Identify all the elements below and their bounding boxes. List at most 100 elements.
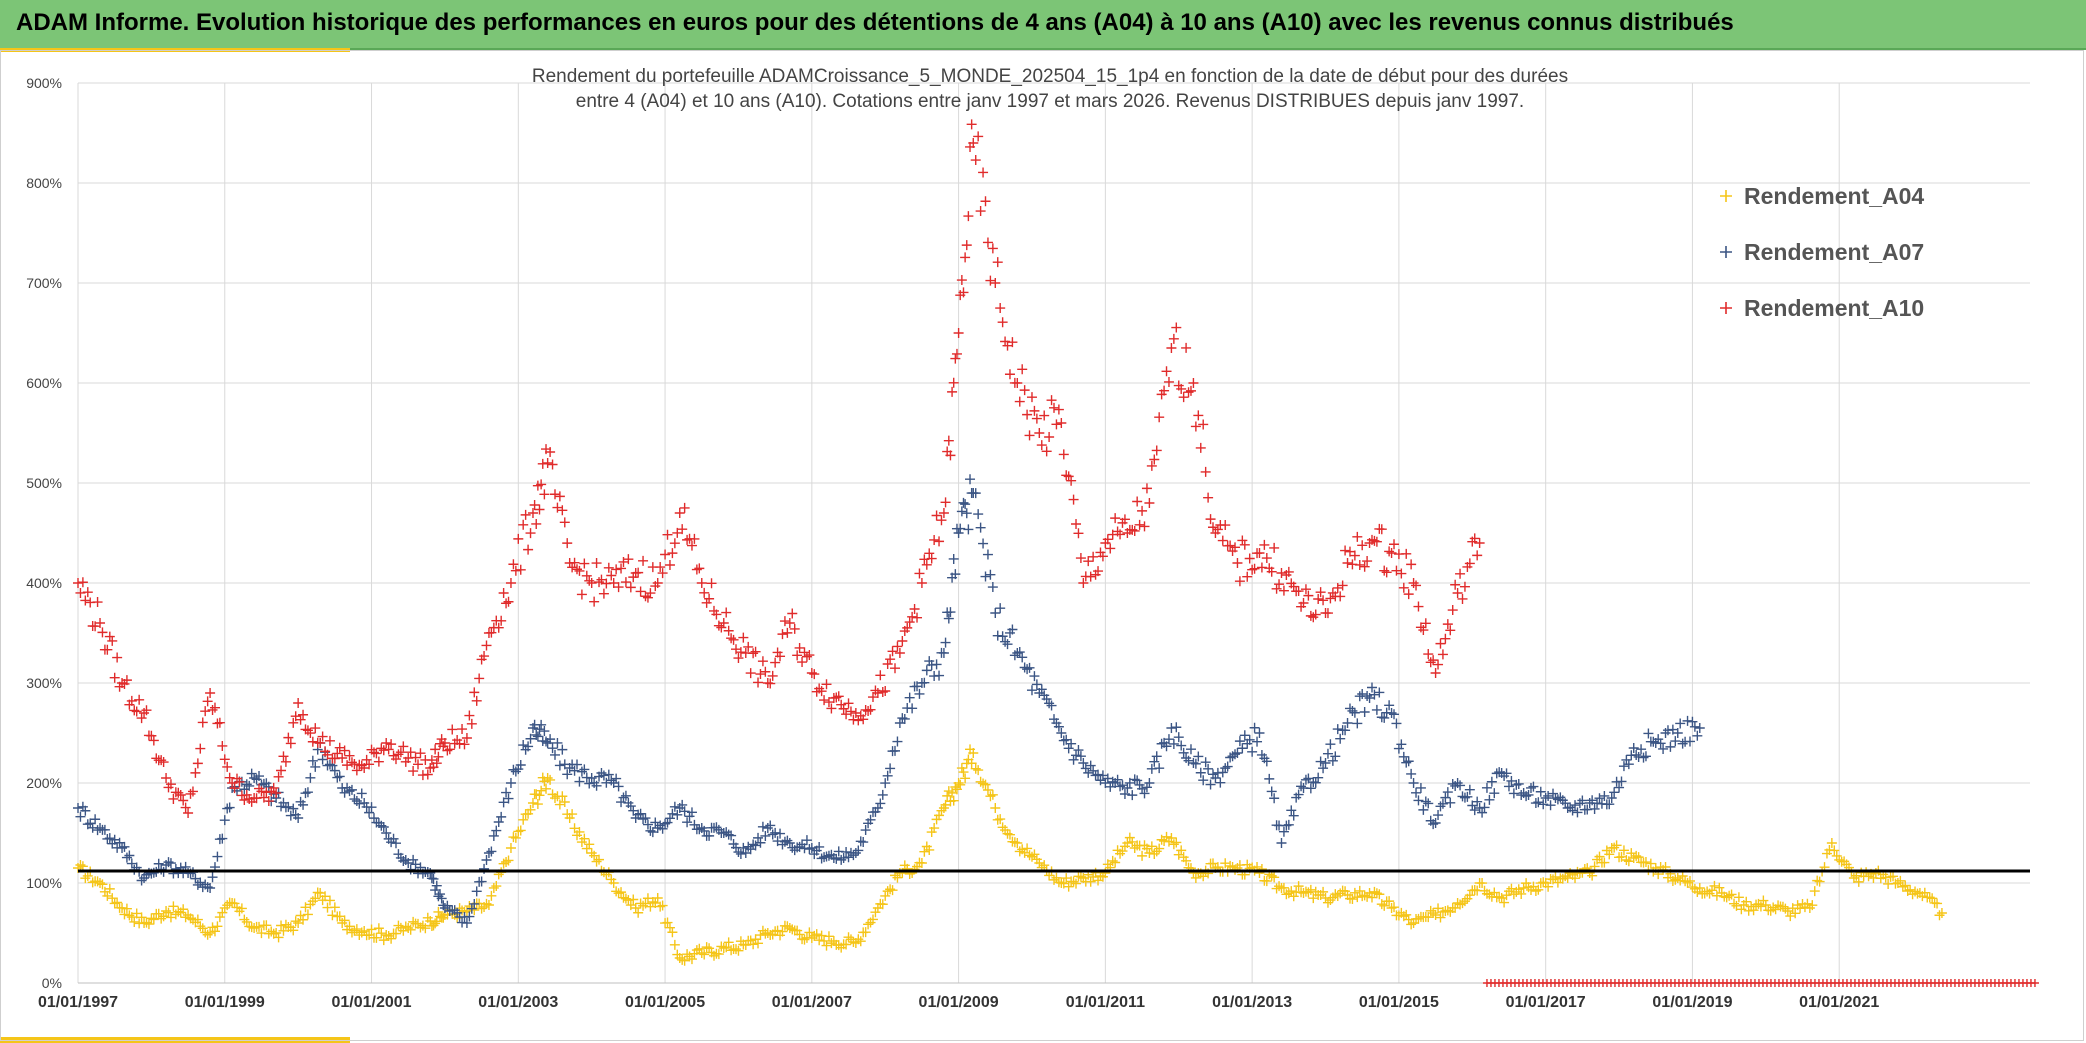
data-point-Rendement_A04: [1802, 898, 1813, 909]
data-point-Rendement_A04: [799, 934, 810, 945]
data-point-Rendement_A07: [207, 872, 218, 883]
data-point-Rendement_A07: [679, 806, 690, 817]
data-point-Rendement_A10: [961, 240, 972, 251]
data-point-Rendement_A04: [841, 939, 852, 950]
data-point-Rendement_A04: [1347, 894, 1358, 905]
data-point-Rendement_A04: [1146, 841, 1157, 852]
data-point-Rendement_A07: [505, 778, 516, 788]
data-point-Rendement_A10: [623, 554, 634, 565]
data-point-Rendement_A04: [1675, 875, 1686, 886]
data-point-Rendement_A10: [479, 651, 490, 662]
data-point-Rendement_A07: [1357, 688, 1368, 699]
data-point-Rendement_A10: [433, 751, 444, 762]
data-point-Rendement_A07: [1675, 718, 1686, 729]
data-point-Rendement_A07: [897, 713, 908, 724]
data-point-Rendement_A04: [549, 793, 560, 804]
data-point-Rendement_A07: [165, 858, 176, 869]
data-point-Rendement_A07: [102, 833, 113, 844]
data-point-Rendement_A10: [1102, 534, 1113, 545]
data-point-Rendement_A04: [1149, 848, 1160, 859]
data-point-Rendement_A04: [1773, 900, 1784, 911]
data-point-Rendement_A07: [1694, 723, 1705, 733]
data-point-Rendement_A07: [931, 659, 942, 670]
data-point-Rendement_A10: [804, 650, 815, 661]
data-point-Rendement_A10: [603, 562, 614, 573]
data-point-Rendement_A07: [880, 778, 891, 789]
data-point-Rendement_A07: [486, 846, 497, 857]
data-point-Rendement_A07: [1413, 795, 1424, 806]
data-point-Rendement_A04: [415, 922, 426, 933]
data-point-Rendement_A07: [760, 830, 771, 841]
data-point-Rendement_A07: [1653, 734, 1664, 745]
data-point-Rendement_A10: [750, 646, 761, 657]
data-point-Rendement_A04: [1777, 901, 1788, 912]
data-point-Rendement_A07: [1508, 788, 1519, 799]
data-point-Rendement_A07: [965, 474, 976, 485]
data-point-Rendement_A10: [80, 595, 91, 606]
data-point-Rendement_A04: [1068, 876, 1079, 887]
data-point-Rendement_A10: [921, 559, 932, 570]
data-point-Rendement_A10: [628, 572, 639, 583]
data-point-Rendement_A04: [1278, 882, 1289, 893]
data-point-Rendement_A04: [723, 937, 734, 948]
data-point-Rendement_A10: [121, 675, 132, 686]
data-point-Rendement_A04: [1494, 891, 1505, 902]
data-point-Rendement_A10: [346, 757, 357, 768]
data-point-Rendement_A04: [1386, 903, 1397, 913]
data-point-Rendement_A07: [513, 764, 524, 775]
data-point-Rendement_A10: [378, 745, 389, 756]
x-tick-label: 01/01/2015: [1359, 994, 1439, 1011]
data-point-Rendement_A04: [584, 839, 595, 850]
data-point-Rendement_A10: [1389, 539, 1400, 550]
data-point-Rendement_A10: [501, 598, 512, 609]
data-point-Rendement_A10: [686, 540, 697, 551]
data-point-Rendement_A10: [1208, 522, 1218, 533]
data-point-Rendement_A07: [784, 838, 795, 848]
data-point-Rendement_A04: [1274, 881, 1285, 892]
data-point-Rendement_A04: [288, 925, 299, 936]
data-point-Rendement_A10: [956, 275, 967, 286]
data-point-Rendement_A04: [1286, 886, 1297, 897]
data-point-Rendement_A10: [1049, 402, 1059, 413]
data-point-Rendement_A04: [1888, 871, 1899, 882]
data-point-Rendement_A10: [1266, 566, 1277, 577]
data-point-Rendement_A10: [168, 793, 179, 804]
data-point-Rendement_A07: [1014, 647, 1025, 658]
data-point-Rendement_A10: [183, 808, 194, 818]
data-point-Rendement_A04: [694, 943, 705, 954]
data-point-Rendement_A07: [616, 797, 627, 808]
data-point-Rendement_A10: [885, 654, 896, 665]
data-point-Rendement_A04: [1714, 882, 1725, 893]
data-point-Rendement_A07: [493, 817, 504, 828]
data-point-Rendement_A07: [770, 827, 781, 838]
data-point-Rendement_A07: [1545, 800, 1556, 811]
data-point-Rendement_A07: [332, 772, 343, 783]
data-point-Rendement_A10: [364, 759, 375, 770]
data-point-Rendement_A07: [307, 755, 318, 766]
data-point-Rendement_A10: [995, 303, 1006, 314]
data-point-Rendement_A07: [1093, 769, 1104, 780]
data-point-Rendement_A07: [114, 837, 125, 848]
data-point-Rendement_A04: [1711, 890, 1722, 901]
data-point-Rendement_A04: [1374, 889, 1385, 900]
data-point-Rendement_A07: [850, 848, 861, 858]
data-point-Rendement_A07: [1310, 777, 1321, 788]
data-point-Rendement_A07: [899, 713, 910, 724]
data-point-Rendement_A04: [518, 814, 529, 825]
data-point-Rendement_A10: [1420, 618, 1431, 629]
data-point-Rendement_A07: [1599, 790, 1610, 801]
data-point-Rendement_A10: [271, 788, 282, 798]
data-point-Rendement_A04: [1768, 902, 1779, 913]
data-point-Rendement_A07: [80, 805, 91, 816]
data-point-Rendement_A10: [430, 744, 441, 755]
data-point-Rendement_A04: [214, 912, 225, 923]
data-point-Rendement_A04: [1359, 890, 1370, 901]
data-point-Rendement_A10: [197, 717, 208, 728]
data-point-Rendement_A04: [337, 918, 348, 928]
data-point-Rendement_A07: [960, 499, 971, 510]
data-point-Rendement_A10: [1269, 542, 1280, 553]
data-point-Rendement_A04: [1905, 884, 1916, 895]
data-point-Rendement_A10: [1366, 534, 1377, 545]
data-point-Rendement_A07: [1340, 725, 1351, 736]
data-point-Rendement_A04: [667, 927, 678, 938]
